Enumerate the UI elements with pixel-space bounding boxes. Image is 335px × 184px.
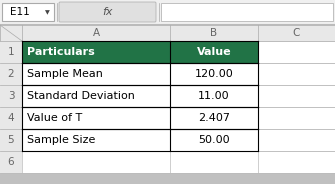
Bar [22,85,170,107]
Bar [22,63,170,85]
Bar [170,41,258,63]
Text: 4: 4 [8,113,14,123]
Bar [258,41,335,63]
Bar [170,85,258,107]
Text: 3: 3 [8,91,14,101]
Text: Value of T: Value of T [27,113,82,123]
Text: ▼: ▼ [45,10,49,15]
Bar [22,151,170,173]
Bar [0,63,22,85]
Text: C: C [293,28,300,38]
Bar [258,151,335,173]
Text: 6: 6 [8,157,14,167]
Text: Sample Mean: Sample Mean [27,69,103,79]
Text: 2.407: 2.407 [198,113,230,123]
Bar [161,3,333,21]
Text: Standard Deviation: Standard Deviation [27,91,135,101]
Bar [0,151,22,173]
Text: 50.00: 50.00 [198,135,230,145]
Bar [0,41,22,63]
Bar [170,63,258,85]
Text: 2: 2 [8,69,14,79]
Text: 5: 5 [8,135,14,145]
Text: Value: Value [197,47,231,57]
Bar [0,129,22,151]
Text: A: A [92,28,99,38]
FancyBboxPatch shape [59,2,156,22]
Bar [0,107,22,129]
Bar [258,129,335,151]
Text: E11: E11 [10,7,30,17]
Text: Particulars: Particulars [27,47,95,57]
Text: 1: 1 [8,47,14,57]
Text: 11.00: 11.00 [198,91,230,101]
Bar [170,107,258,129]
Bar [22,107,170,129]
Bar [2,3,54,21]
Bar [170,151,258,173]
Text: fx: fx [102,7,113,17]
Bar [0,85,22,107]
Bar [258,63,335,85]
Bar [258,107,335,129]
Text: 120.00: 120.00 [195,69,233,79]
Bar [22,41,170,63]
Bar [170,129,258,151]
Text: B: B [210,28,217,38]
Bar [22,129,170,151]
Bar [0,25,335,41]
Text: Sample Size: Sample Size [27,135,95,145]
Bar [258,85,335,107]
Bar [0,0,335,24]
